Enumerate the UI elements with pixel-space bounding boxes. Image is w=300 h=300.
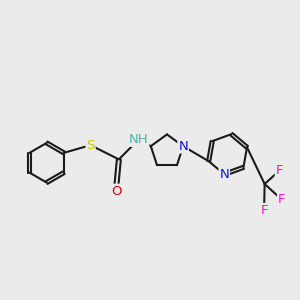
Text: F: F bbox=[276, 164, 283, 177]
Text: O: O bbox=[111, 184, 121, 197]
Text: S: S bbox=[86, 139, 95, 152]
Text: N: N bbox=[219, 168, 229, 181]
Text: NH: NH bbox=[129, 133, 148, 146]
Text: F: F bbox=[278, 193, 285, 206]
Text: N: N bbox=[178, 140, 188, 153]
Text: F: F bbox=[260, 204, 268, 217]
